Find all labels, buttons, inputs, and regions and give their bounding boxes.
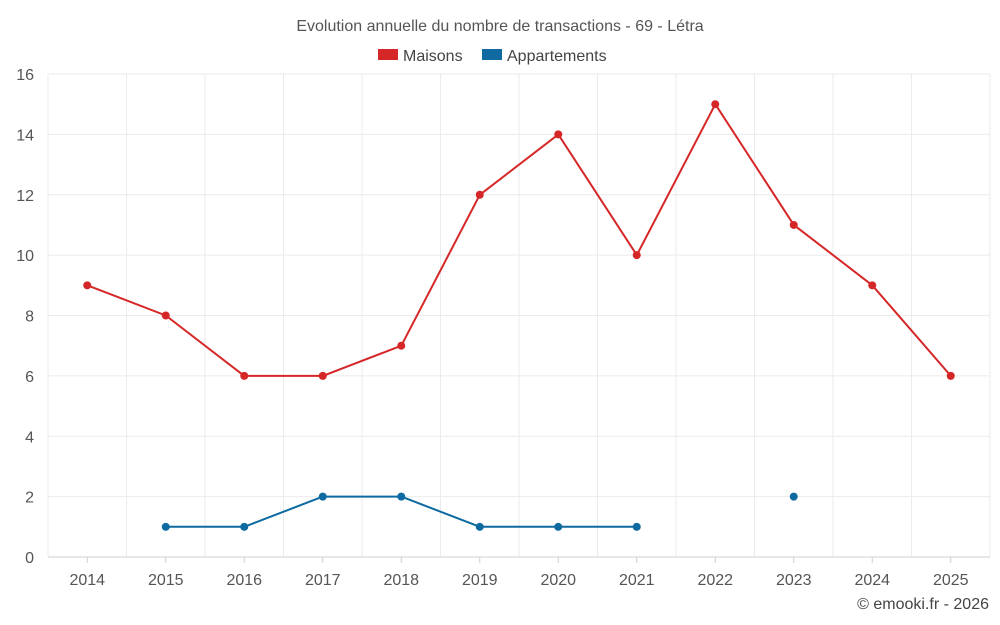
legend: Maisons Appartements (378, 48, 607, 65)
grid (47, 73, 991, 558)
legend-label-appartements: Appartements (507, 48, 607, 65)
chart-title: Evolution annuelle du nombre de transact… (296, 18, 703, 35)
axes: 0 2 4 6 8 10 12 14 16 2014 2015 2016 2017 2018 2019 202… (16, 67, 990, 589)
data-point-appartements[interactable] (161, 522, 170, 531)
credit-text: © emooki.fr - 2026 (857, 596, 989, 613)
data-point-appartements[interactable] (397, 492, 406, 501)
x-tick-label: 2016 (226, 572, 262, 589)
data-point-maisons[interactable] (868, 281, 877, 290)
y-tick-label: 10 (16, 248, 34, 265)
data-point-maisons[interactable] (632, 251, 641, 260)
data-point-maisons[interactable] (161, 311, 170, 320)
x-tick-label: 2024 (854, 572, 890, 589)
legend-swatch-maisons (378, 49, 398, 60)
data-point-maisons[interactable] (789, 220, 798, 229)
x-tick-label: 2025 (933, 572, 969, 589)
data-point-appartements[interactable] (475, 522, 484, 531)
series-appartements (161, 492, 798, 531)
data-point-maisons[interactable] (318, 371, 327, 380)
data-point-maisons[interactable] (711, 100, 720, 109)
legend-swatch-appartements (482, 49, 502, 60)
data-point-maisons[interactable] (554, 130, 563, 139)
legend-item-maisons[interactable]: Maisons (378, 48, 463, 65)
x-tick-label: 2018 (383, 572, 419, 589)
data-point-maisons[interactable] (83, 281, 92, 290)
legend-label-maisons: Maisons (403, 48, 463, 65)
x-tick-label: 2021 (619, 572, 655, 589)
x-tick-label: 2014 (69, 572, 105, 589)
data-point-maisons[interactable] (240, 371, 249, 380)
y-tick-label: 12 (16, 188, 34, 205)
x-tick-label: 2020 (540, 572, 576, 589)
x-tick-label: 2017 (305, 572, 341, 589)
data-point-appartements[interactable] (318, 492, 327, 501)
y-tick-label: 16 (16, 67, 34, 84)
y-tick-label: 0 (25, 550, 34, 567)
x-tick-label: 2015 (148, 572, 184, 589)
y-tick-label: 4 (25, 429, 34, 446)
y-tick-label: 2 (25, 490, 34, 507)
series-line-appartements (164, 495, 638, 528)
data-point-appartements[interactable] (240, 522, 249, 531)
y-tick-label: 14 (16, 127, 34, 144)
data-point-maisons[interactable] (475, 190, 484, 199)
series-maisons (83, 100, 955, 380)
data-point-maisons[interactable] (397, 341, 406, 350)
y-tick-label: 6 (25, 369, 34, 386)
data-point-appartements[interactable] (554, 522, 563, 531)
y-tick-label: 8 (25, 309, 34, 326)
legend-item-appartements[interactable]: Appartements (482, 48, 607, 65)
x-tick-label: 2023 (776, 572, 812, 589)
data-point-appartements[interactable] (789, 492, 798, 501)
data-point-maisons[interactable] (946, 371, 955, 380)
data-point-appartements[interactable] (632, 522, 641, 531)
series (83, 100, 955, 531)
series-line-maisons (86, 103, 952, 377)
x-tick-label: 2019 (462, 572, 498, 589)
x-tick-label: 2022 (697, 572, 733, 589)
